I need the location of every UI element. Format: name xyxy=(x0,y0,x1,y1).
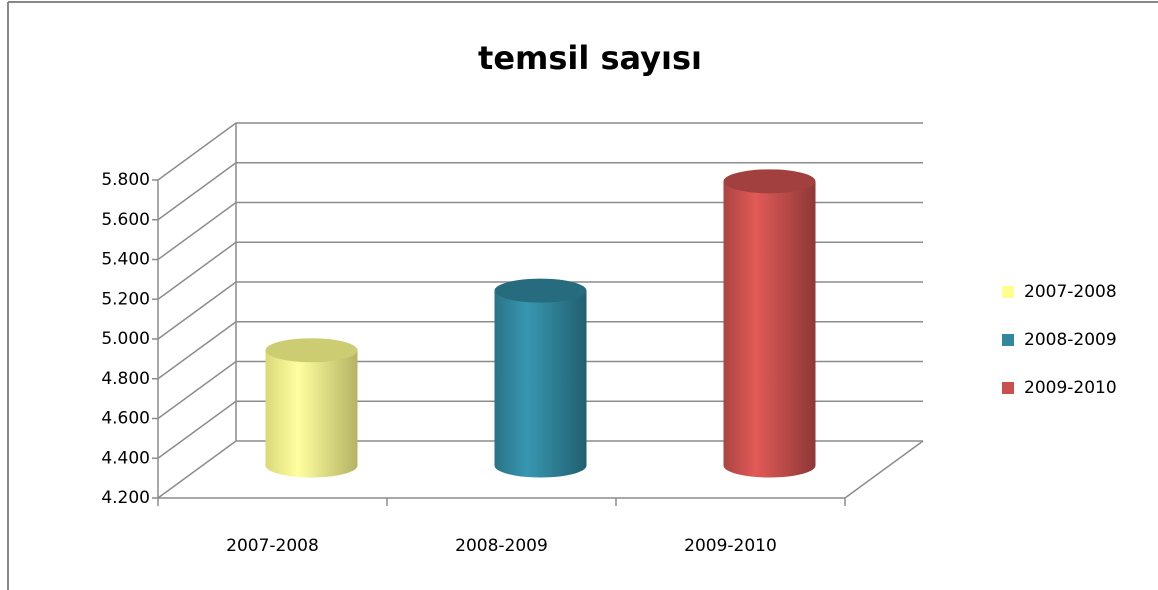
legend-swatch xyxy=(1002,334,1014,346)
y-tick-label: 5.200 xyxy=(101,289,150,309)
bar-top xyxy=(494,278,587,303)
legend-swatch xyxy=(1002,286,1014,298)
bar-top xyxy=(723,169,816,194)
y-tick-label: 4.400 xyxy=(101,448,150,468)
bar xyxy=(723,181,816,478)
y-tick-label: 5.800 xyxy=(101,170,150,190)
y-tick-label: 5.400 xyxy=(101,250,150,270)
y-tick-label: 4.200 xyxy=(101,488,150,508)
x-tick-label: 2007-2008 xyxy=(226,536,319,556)
y-tick-label: 4.600 xyxy=(101,409,150,429)
bar-top xyxy=(265,338,358,363)
legend-swatch xyxy=(1002,382,1014,394)
x-tick-label: 2009-2010 xyxy=(684,536,777,556)
legend-label: 2009-2010 xyxy=(1024,378,1117,398)
y-tick-label: 4.800 xyxy=(101,369,150,389)
bar xyxy=(265,350,358,478)
legend-label: 2008-2009 xyxy=(1024,330,1117,350)
bar xyxy=(494,290,587,478)
x-tick-label: 2008-2009 xyxy=(455,536,548,556)
legend-label: 2007-2008 xyxy=(1024,282,1117,302)
chart-title: temsil sayısı xyxy=(478,39,702,77)
y-tick-label: 5.000 xyxy=(101,329,150,349)
y-tick-label: 5.600 xyxy=(101,210,150,230)
